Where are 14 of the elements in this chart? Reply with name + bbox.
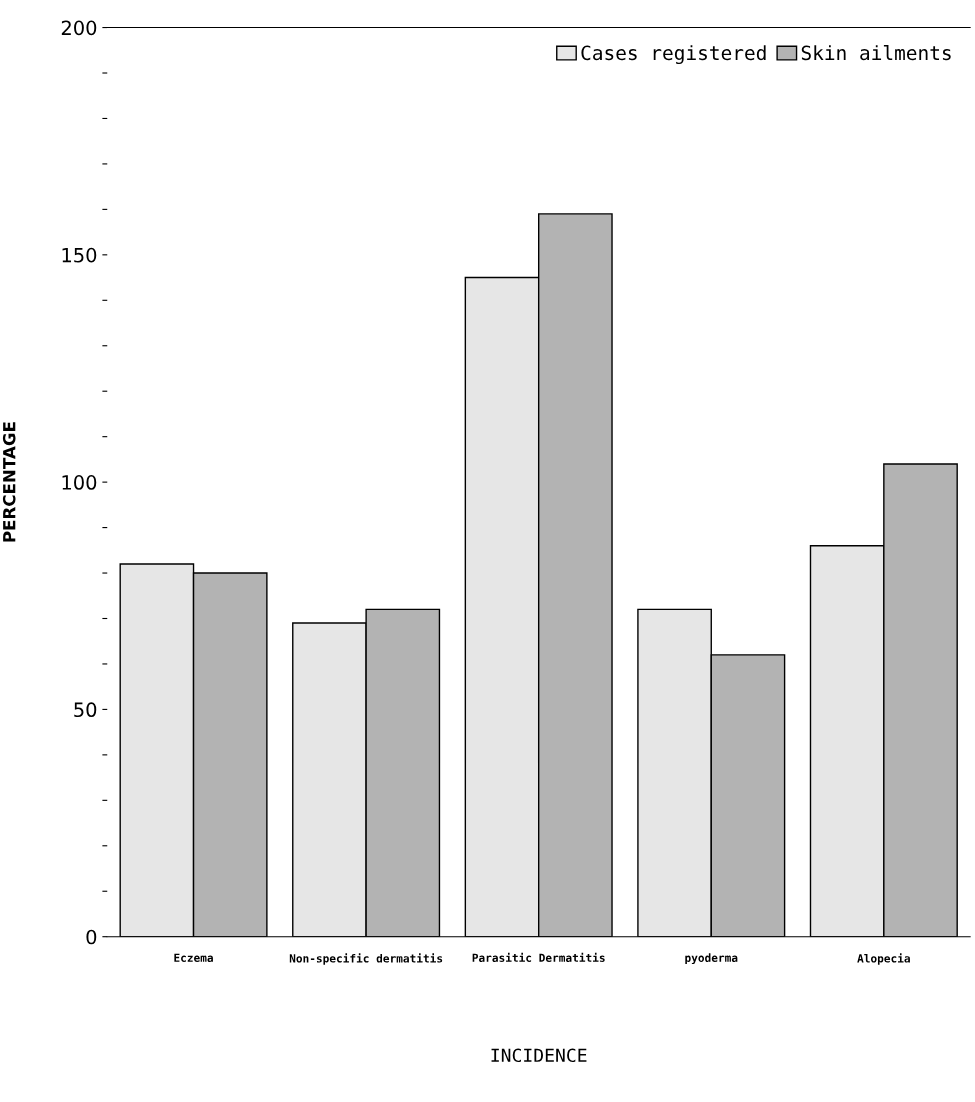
y-axis-title: PERCENTAGE: [2, 422, 16, 542]
legend-label: Cases registered: [581, 45, 766, 65]
y-tick-label: 150: [62, 247, 97, 263]
y-tick-label: 100: [62, 475, 97, 490]
x-tick-label: pyoderma: [685, 953, 738, 965]
x-tick-label: Alopecia: [857, 953, 910, 965]
legend-label: Skin ailments: [801, 45, 951, 61]
x-tick-label: Eczema: [174, 953, 213, 962]
y-tick-label: 0: [86, 929, 97, 945]
x-tick-label: Parasitic Dermatitis: [472, 952, 605, 962]
y-tick-label: 200: [61, 20, 97, 36]
x-tick-label: Non-specific dermatitis: [289, 953, 443, 965]
x-axis-title: INCIDENCE: [491, 1048, 587, 1063]
y-tick-label: 50: [74, 702, 97, 718]
